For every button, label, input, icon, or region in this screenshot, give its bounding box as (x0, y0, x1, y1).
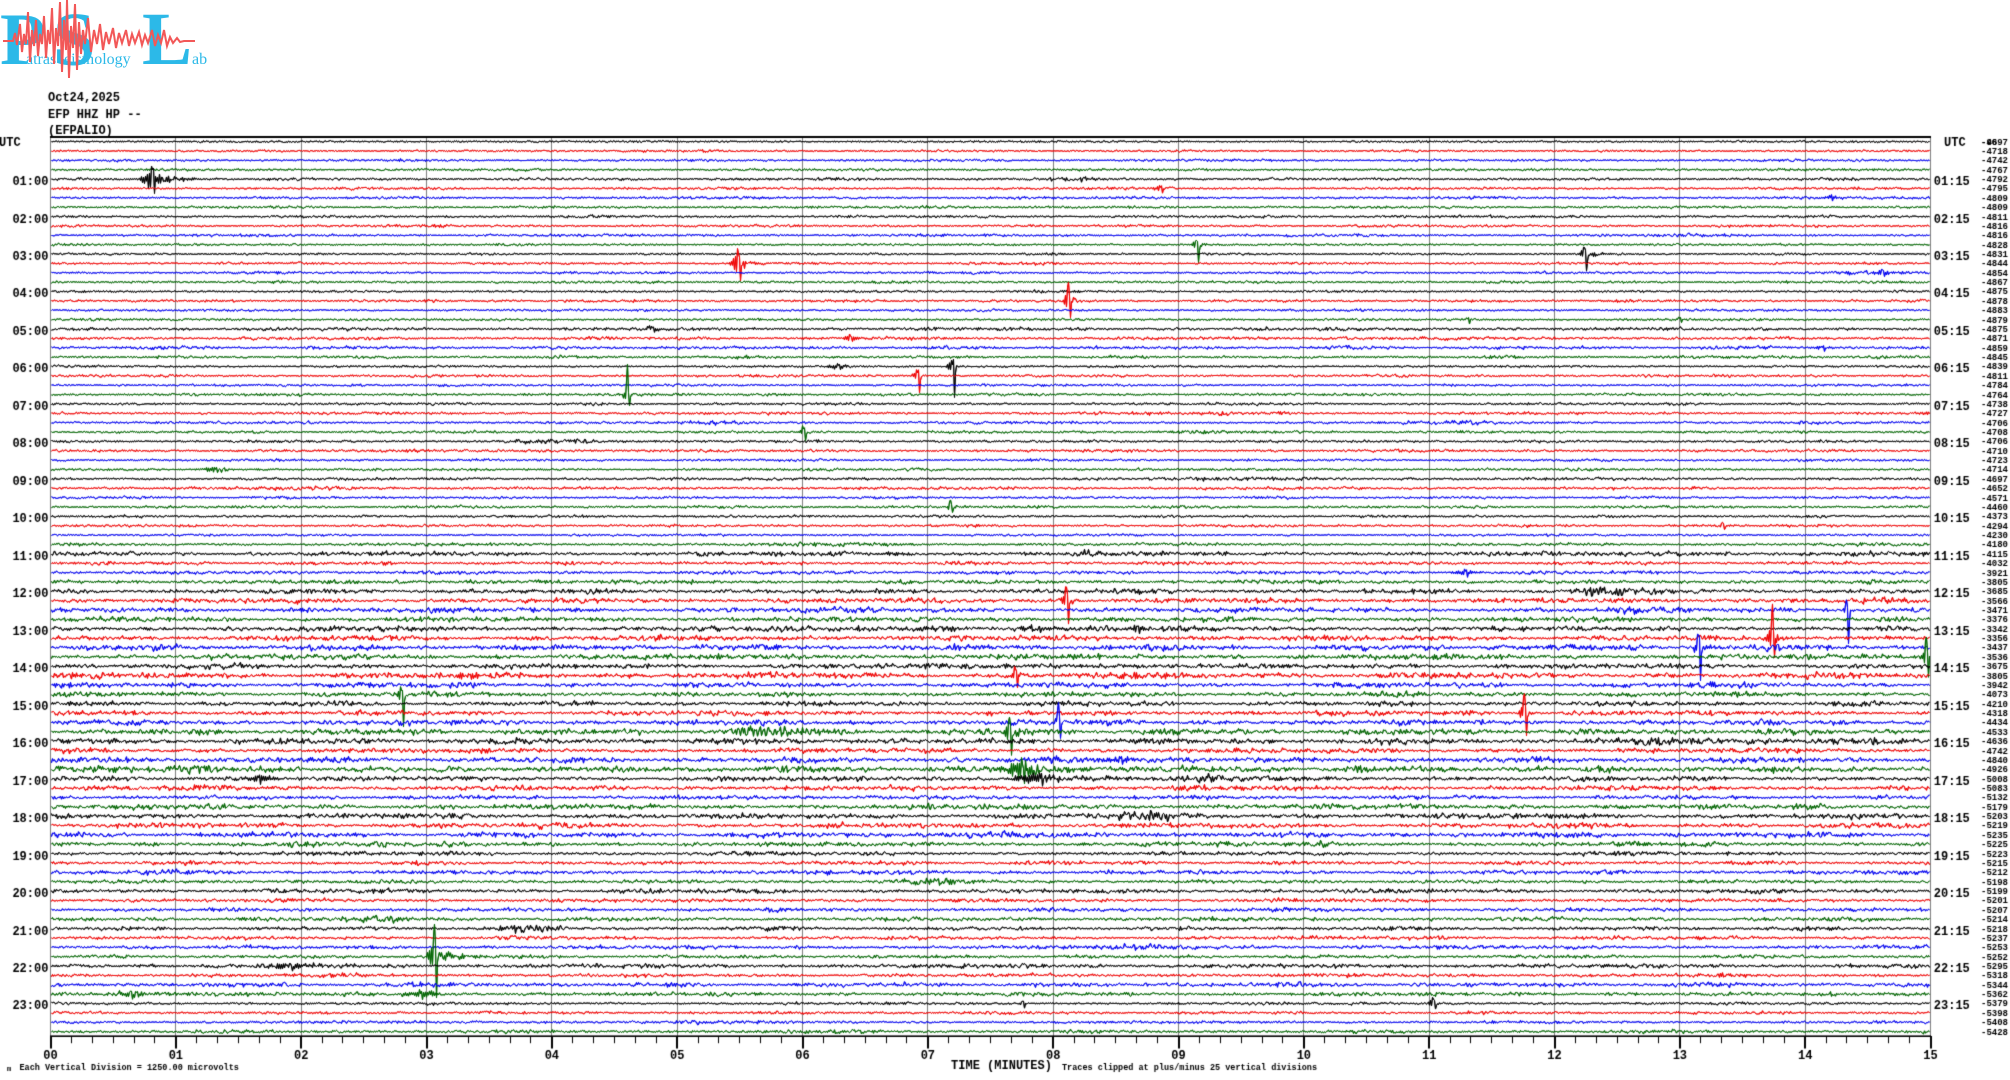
svg-text:ab: ab (192, 51, 207, 68)
svg-text:atras: atras (26, 51, 56, 68)
svg-text:eismology: eismology (64, 51, 131, 68)
